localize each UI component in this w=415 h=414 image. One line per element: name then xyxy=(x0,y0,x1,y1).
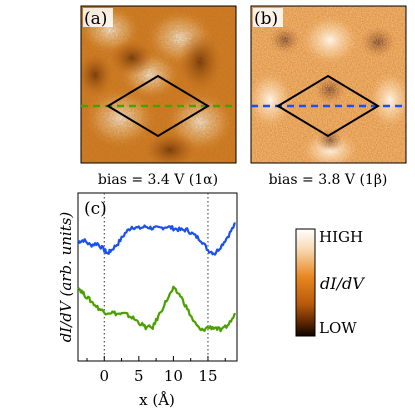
x-tick-label-3: 15 xyxy=(198,367,217,385)
unit-cell-rhombus-a xyxy=(106,74,210,138)
colorbar-quantity-label: dI/dV xyxy=(320,274,365,293)
x-axis-ticks: 0 5 10 15 xyxy=(86,356,226,385)
stm-map-a xyxy=(81,6,236,163)
stm-map-b xyxy=(251,6,406,163)
series-line-1 xyxy=(77,285,236,333)
colorbar: HIGH dI/dV LOW xyxy=(295,228,365,337)
colorbar-high-label: HIGH xyxy=(319,228,363,246)
x-tick-label-2: 10 xyxy=(164,367,183,385)
caption-b: bias = 3.8 V (1β) xyxy=(269,172,388,188)
reference-lines xyxy=(103,193,209,361)
colorbar-gradient xyxy=(295,228,316,337)
panel-a: (a) bias = 3.4 V (1α) xyxy=(80,5,237,188)
y-axis-label: dI/dV (arb. units) xyxy=(57,212,75,343)
caption-a: bias = 3.4 V (1α) xyxy=(98,172,218,188)
x-tick-label-0: 0 xyxy=(99,367,109,385)
panel-label-c: (c) xyxy=(84,199,107,219)
series-line-0 xyxy=(77,222,236,256)
panel-b: (b) bias = 3.8 V (1β) xyxy=(250,5,407,188)
panel-label-b: (b) xyxy=(254,9,278,29)
plot-traces xyxy=(77,222,236,333)
unit-cell-rhombus-b xyxy=(276,74,380,138)
x-axis-label: x (Å) xyxy=(139,391,175,409)
x-tick-label-1: 5 xyxy=(134,367,144,385)
colorbar-low-label: LOW xyxy=(319,319,357,337)
panel-c: 0 5 10 15 (c) x (Å) dI/dV (arb. units) xyxy=(57,192,238,409)
panel-label-a: (a) xyxy=(84,9,107,29)
